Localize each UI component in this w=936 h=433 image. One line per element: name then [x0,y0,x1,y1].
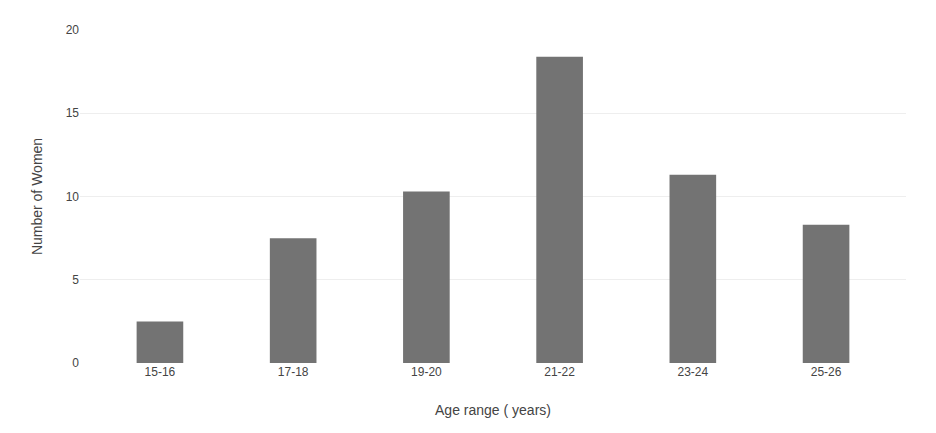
svg-text:21-22: 21-22 [544,365,575,379]
svg-text:5: 5 [72,273,79,287]
svg-text:0: 0 [72,356,79,370]
svg-text:10: 10 [66,190,80,204]
svg-text:15-16: 15-16 [145,365,176,379]
svg-text:17-18: 17-18 [278,365,309,379]
svg-text:25-26: 25-26 [811,365,842,379]
svg-text:Age range ( years): Age range ( years) [435,402,551,418]
svg-text:19-20: 19-20 [411,365,442,379]
svg-text:Number of Women: Number of Women [29,138,45,255]
svg-text:23-24: 23-24 [677,365,708,379]
svg-text:15: 15 [66,106,80,120]
svg-text:20: 20 [66,23,80,37]
